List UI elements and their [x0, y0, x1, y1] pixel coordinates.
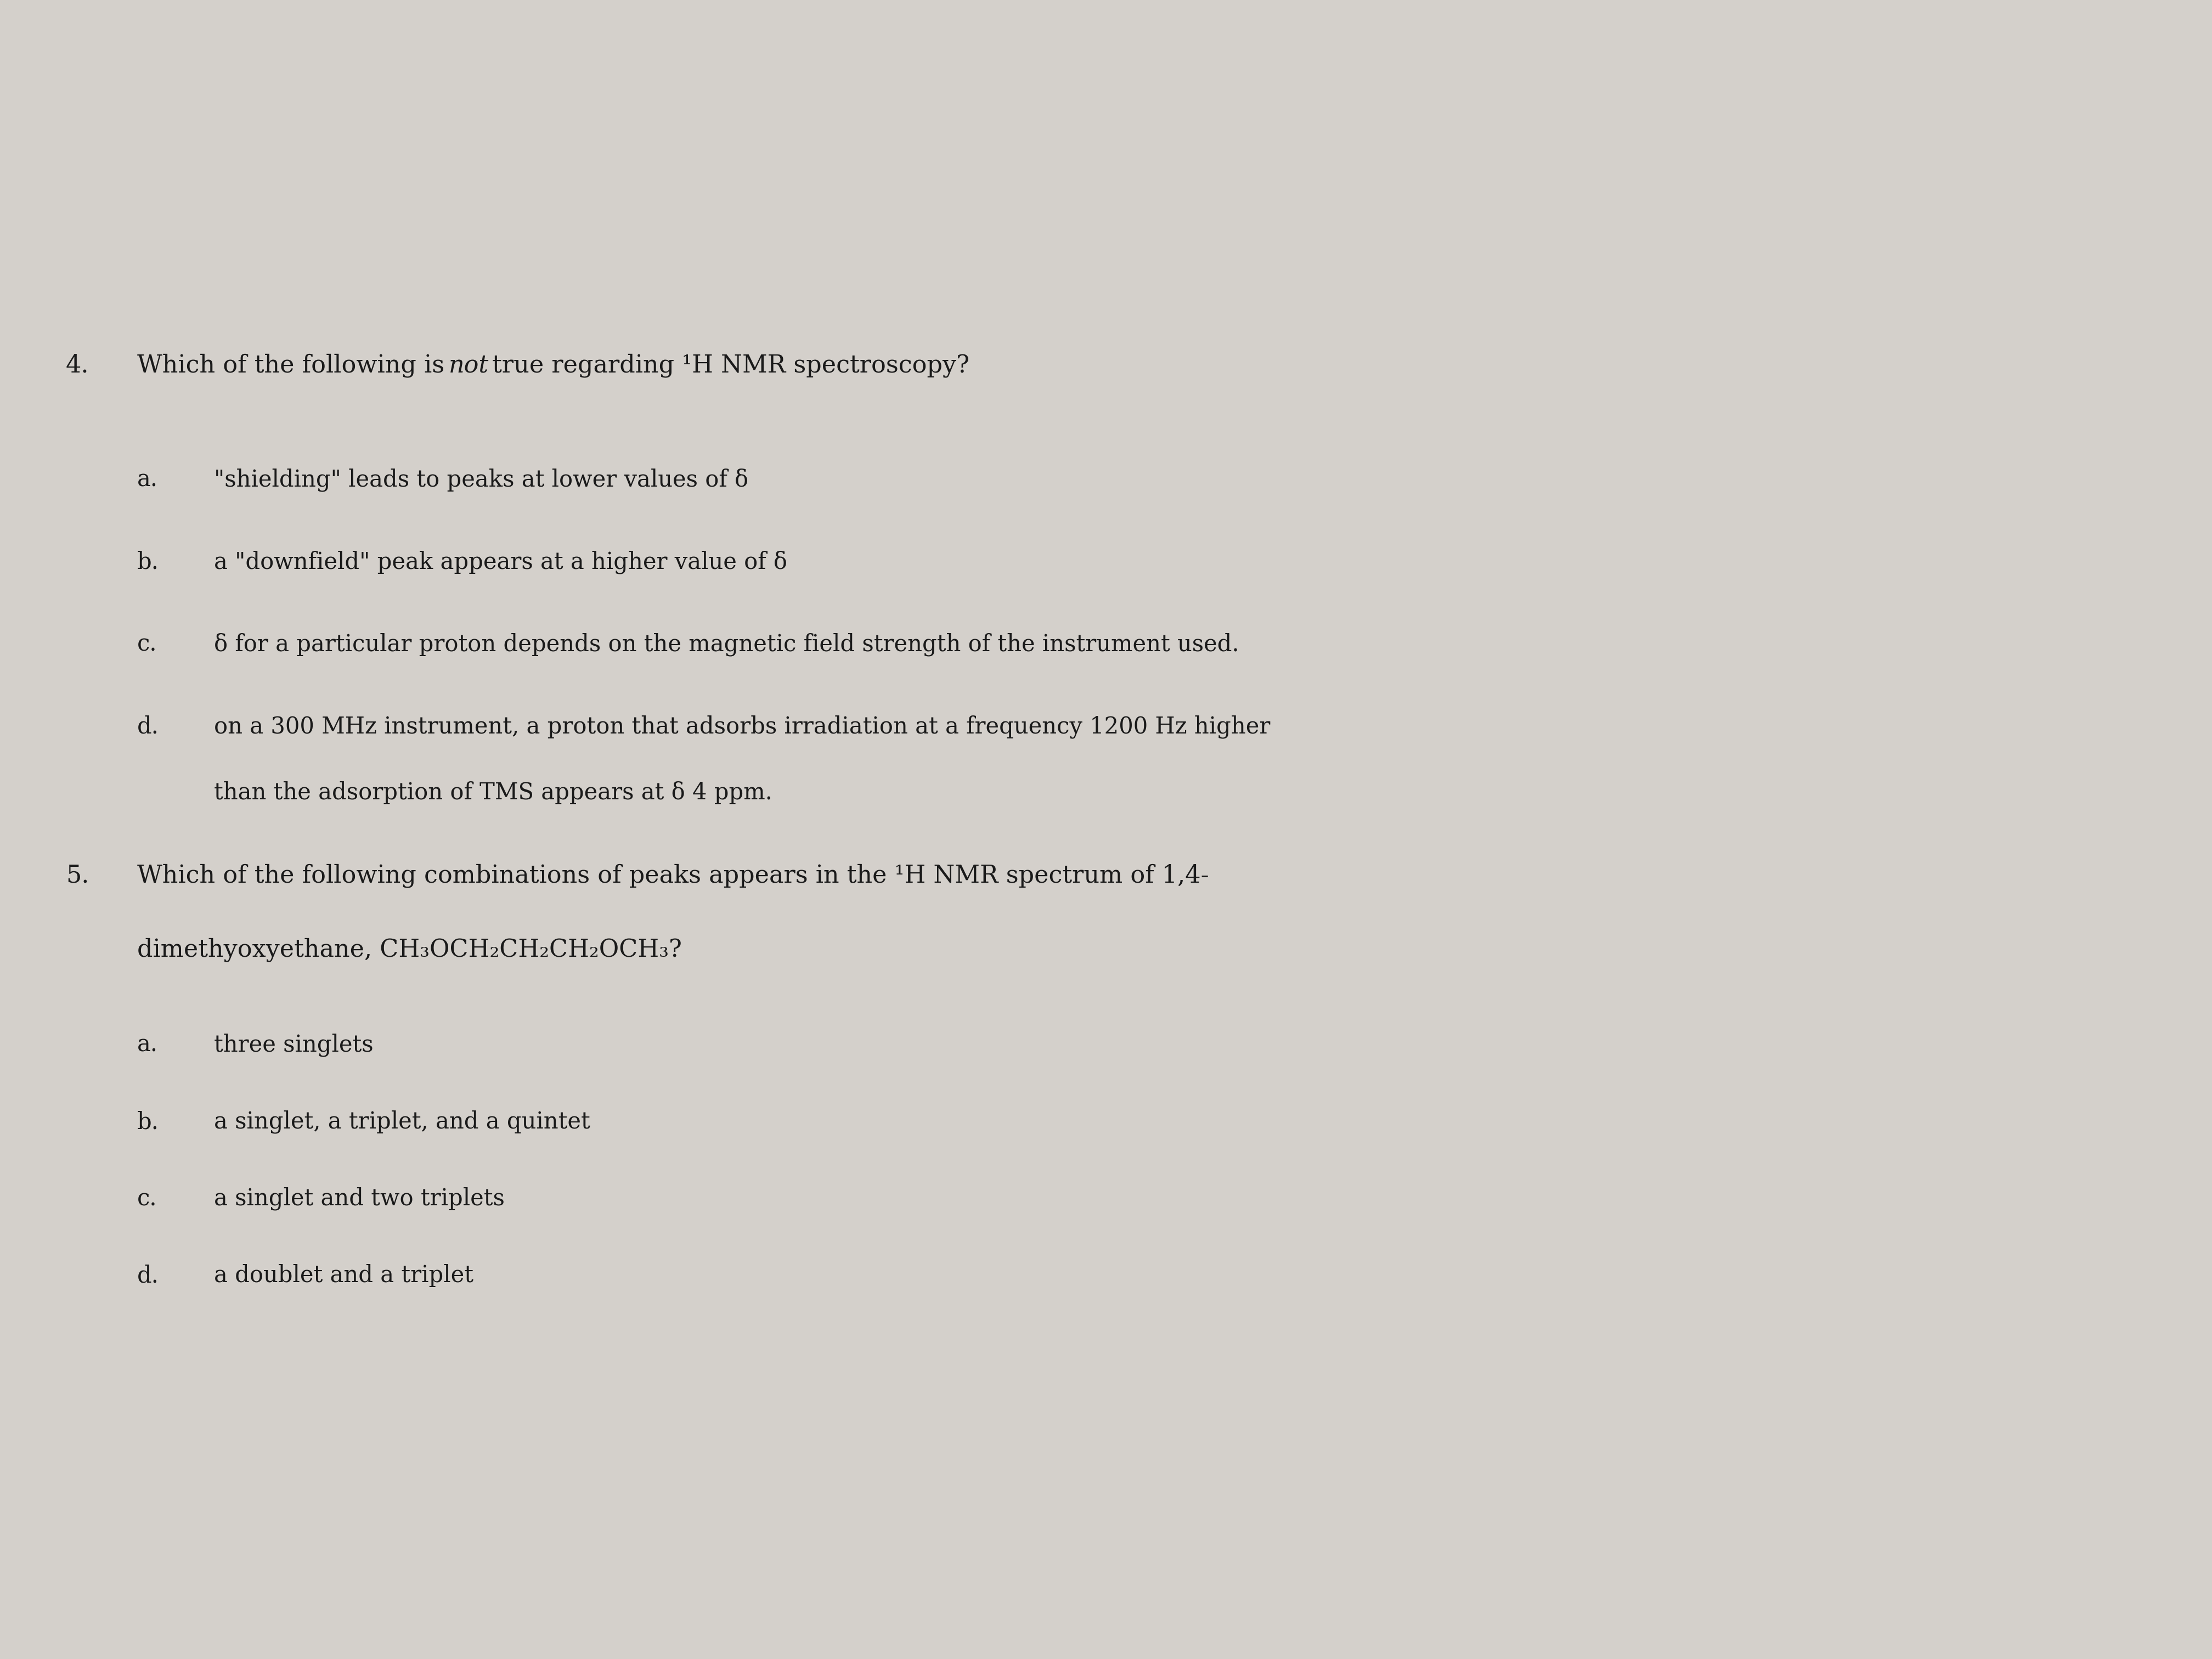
- Text: 5.: 5.: [66, 864, 88, 888]
- Text: a "downfield" peak appears at a higher value of δ: a "downfield" peak appears at a higher v…: [215, 551, 787, 574]
- Text: dimethyoxyethane, CH₃OCH₂CH₂CH₂OCH₃?: dimethyoxyethane, CH₃OCH₂CH₂CH₂OCH₃?: [137, 937, 681, 962]
- Text: a.: a.: [137, 468, 157, 491]
- Text: than the adsorption of TMS appears at δ 4 ppm.: than the adsorption of TMS appears at δ …: [215, 781, 772, 805]
- Text: a singlet, a triplet, and a quintet: a singlet, a triplet, and a quintet: [215, 1110, 591, 1133]
- Text: on a 300 MHz instrument, a proton that adsorbs irradiation at a frequency 1200 H: on a 300 MHz instrument, a proton that a…: [215, 715, 1270, 738]
- Text: a.: a.: [137, 1034, 157, 1057]
- Text: true regarding ¹H NMR spectroscopy?: true regarding ¹H NMR spectroscopy?: [484, 353, 969, 377]
- Text: Which of the following is: Which of the following is: [137, 353, 451, 377]
- Text: "shielding" leads to peaks at lower values of δ: "shielding" leads to peaks at lower valu…: [215, 468, 748, 491]
- Text: a singlet and two triplets: a singlet and two triplets: [215, 1188, 504, 1211]
- Text: c.: c.: [137, 634, 157, 657]
- Text: 4.: 4.: [66, 353, 88, 377]
- Text: Which of the following combinations of peaks appears in the ¹H NMR spectrum of 1: Which of the following combinations of p…: [137, 864, 1210, 888]
- Text: c.: c.: [137, 1188, 157, 1209]
- Text: b.: b.: [137, 551, 159, 574]
- Text: b.: b.: [137, 1110, 159, 1133]
- Text: d.: d.: [137, 1264, 159, 1287]
- Text: δ for a particular proton depends on the magnetic field strength of the instrume: δ for a particular proton depends on the…: [215, 634, 1239, 657]
- Text: d.: d.: [137, 715, 159, 738]
- Text: not: not: [449, 353, 489, 377]
- Text: three singlets: three singlets: [215, 1034, 374, 1057]
- Text: a doublet and a triplet: a doublet and a triplet: [215, 1264, 473, 1287]
